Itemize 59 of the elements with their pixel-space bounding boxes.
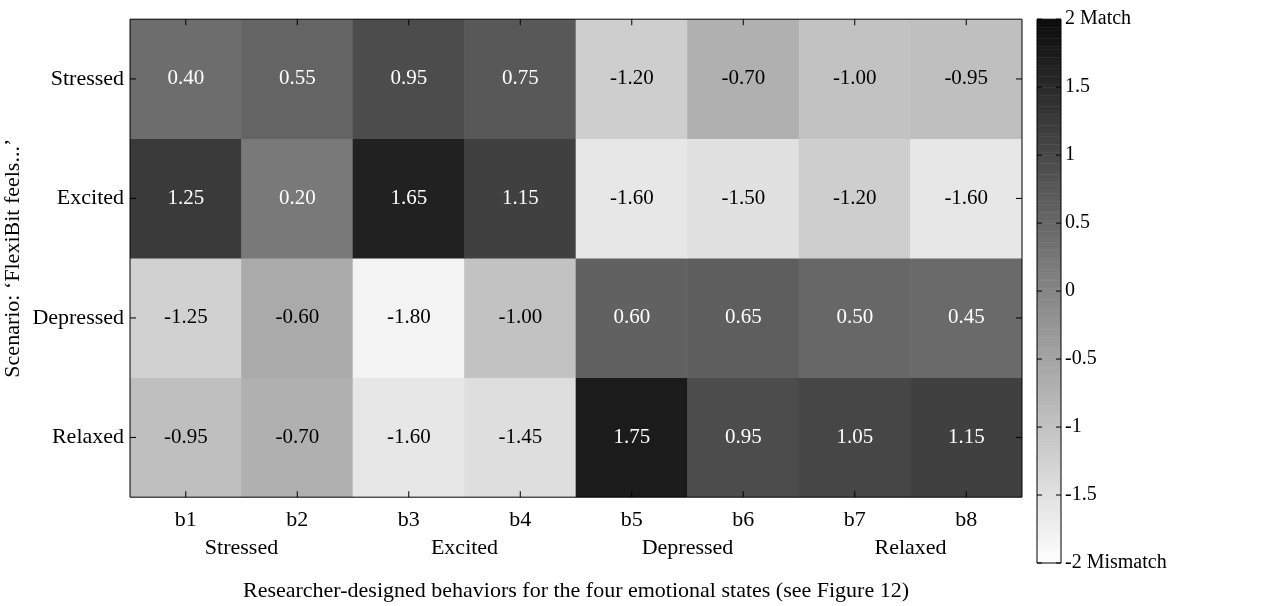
data-label: 0.95 [724,423,762,448]
data-label: -1.80 [386,304,431,329]
y-tick-label: Excited [56,184,125,210]
y-tick-label: Relaxed [51,423,125,449]
text: Depressed [641,533,734,559]
data-label: 0.50 [836,304,874,329]
data-label: -1.60 [386,423,431,448]
color-bar-label: -1 [1065,414,1082,437]
x-tick-label: b5 [620,506,643,532]
color-bar-label: -0.5 [1065,346,1097,369]
text: Excited [430,533,499,559]
data-label: -1.45 [498,423,543,448]
x-tick-label: b7 [843,506,866,532]
color-bar-label: 1.5 [1065,74,1090,97]
y-tick-label: Stressed [50,64,125,90]
data-label: 0.65 [724,304,762,329]
data-label: -1.00 [498,304,543,329]
data-label: 1.65 [390,184,428,209]
data-label: 0.60 [613,304,651,329]
data-label: 1.15 [947,423,985,448]
data-label: -0.95 [163,423,208,448]
color-bar-label: 2 Match [1065,6,1132,29]
y-tick-label: Depressed [32,303,125,329]
text: Relaxed [874,533,947,559]
color-bar-label: -2 Mismatch [1065,550,1167,573]
x-tick-label: b6 [732,506,755,532]
color-bar-label: -1.5 [1065,482,1097,505]
data-label: 0.95 [390,65,428,90]
data-label: -0.70 [721,65,766,90]
data-label: 1.75 [613,423,651,448]
data-label: -1.60 [609,184,654,209]
color-bar-label: 0.5 [1065,210,1090,233]
data-label: -0.60 [275,304,320,329]
data-label: -1.00 [832,65,877,90]
data-label: -1.50 [721,184,766,209]
text: Stressed [204,533,279,559]
y-axis-title: Scenario: ‘FlexiBit feels...’ [0,138,24,378]
data-label: 1.25 [167,184,205,209]
x-tick-label: b2 [286,506,309,532]
data-label: 0.75 [501,65,539,90]
x-tick-label: b3 [397,506,420,532]
data-label: 1.15 [501,184,539,209]
color-bar-label: 1 [1065,142,1075,165]
data-label: 0.55 [278,65,316,90]
data-label: -1.20 [832,184,877,209]
x-tick-label: b1 [174,506,197,532]
data-label: 0.20 [278,184,316,209]
data-label: -0.95 [944,65,989,90]
data-label: -1.20 [609,65,654,90]
x-tick-label: b8 [955,506,978,532]
x-axis-title: Researcher-designed behaviors for the four emotional states (see Figure 12) [242,576,910,602]
data-label: 0.40 [167,65,205,90]
data-label: 1.05 [836,423,874,448]
data-label: -1.60 [944,184,989,209]
data-label: -0.70 [275,423,320,448]
x-tick-label: b4 [509,506,532,532]
color-bar-label: 0 [1065,278,1075,301]
data-label: -1.25 [163,304,208,329]
data-label: 0.45 [947,304,985,329]
